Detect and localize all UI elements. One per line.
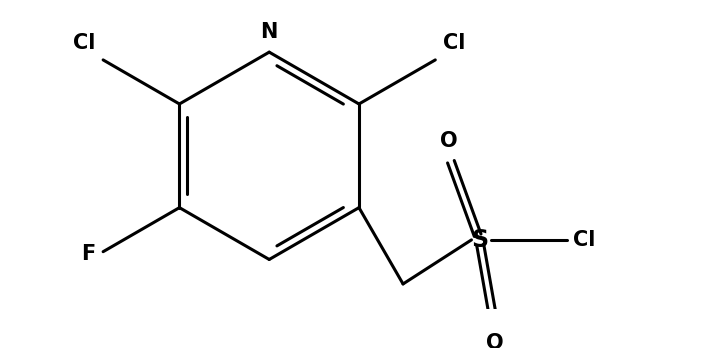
Text: Cl: Cl	[73, 33, 95, 53]
Text: Cl: Cl	[574, 230, 596, 250]
Text: Cl: Cl	[443, 33, 465, 53]
Text: O: O	[486, 333, 503, 348]
Text: N: N	[261, 22, 278, 42]
Text: O: O	[441, 131, 458, 151]
Text: S: S	[470, 228, 488, 252]
Text: F: F	[81, 244, 95, 264]
